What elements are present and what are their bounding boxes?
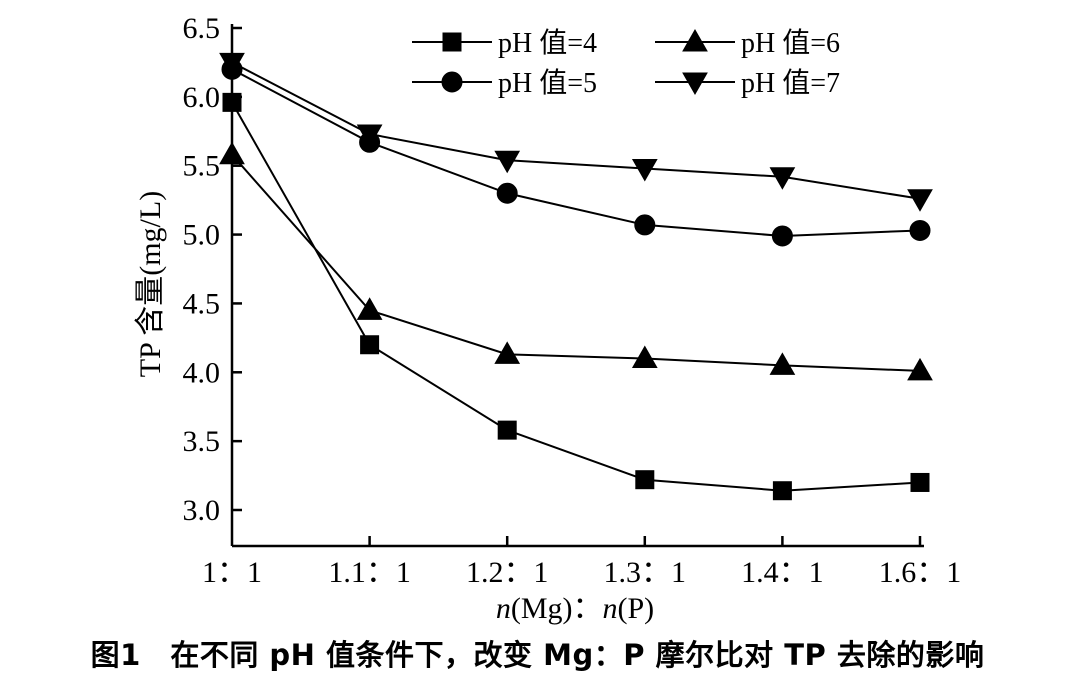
data-point — [635, 470, 655, 490]
legend-item: pH 值=7 — [655, 67, 840, 99]
data-point — [910, 472, 930, 492]
y-tick-label: 5.5 — [183, 150, 221, 183]
legend-item: pH 值=6 — [655, 27, 840, 59]
data-point — [631, 158, 658, 182]
data-point — [219, 141, 245, 165]
series-line — [231, 101, 921, 492]
data-point — [769, 352, 796, 375]
legend-item: pH 值=5 — [412, 67, 597, 99]
x-tick-label: 1.4：1 — [741, 556, 824, 589]
x-tick-label: 1.6：1 — [879, 556, 962, 589]
legend-marker — [682, 72, 708, 96]
data-point — [631, 345, 658, 369]
series-square — [222, 92, 930, 501]
data-point — [769, 167, 796, 190]
series-triangle-down — [219, 52, 933, 212]
data-point — [907, 189, 933, 212]
data-point — [356, 124, 383, 148]
series-line — [231, 68, 921, 237]
y-tick-label: 6.0 — [183, 81, 221, 114]
legend-label: pH 值=4 — [498, 27, 597, 59]
legend-marker — [442, 32, 462, 52]
data-point — [497, 420, 517, 440]
data-point — [356, 297, 383, 320]
data-point — [219, 52, 245, 76]
legend: pH 值=4 pH 值=5 pH 值=6 pH 值=7 — [412, 27, 840, 99]
legend-marker — [441, 71, 463, 93]
x-tick-label: 1.1：1 — [328, 556, 411, 589]
data-point — [907, 357, 933, 381]
y-tick-label: 3.0 — [183, 494, 221, 527]
figure-caption: 图1 在不同 pH 值条件下，改变 Mg：P 摩尔比对 TP 去除的影响 — [90, 638, 985, 672]
chart: 3.0 3.5 4.0 4.5 5.0 5.5 6.0 6.5 1：1 1.1：1 1.2：1 1.… — [134, 12, 961, 625]
x-tick-label: 1.2：1 — [466, 556, 549, 589]
legend-label: pH 值=5 — [498, 67, 597, 99]
series-layer — [219, 52, 933, 501]
y-axis-label: TP 含量(mg/L) — [134, 191, 167, 377]
legend-label: pH 值=6 — [741, 27, 840, 59]
data-point — [494, 150, 521, 174]
legend-label: pH 值=7 — [741, 67, 840, 99]
data-point — [496, 182, 518, 204]
series-triangle-up — [219, 141, 933, 381]
y-tick-label: 4.0 — [183, 356, 221, 389]
series-line — [231, 61, 921, 200]
series-line — [231, 154, 921, 372]
data-point — [771, 225, 793, 247]
data-point — [634, 214, 656, 236]
y-tick-label: 3.5 — [183, 425, 221, 458]
y-tick-label: 6.5 — [183, 12, 221, 45]
legend-marker — [682, 28, 708, 52]
x-axis-label: n(Mg)：n(P) — [496, 592, 654, 625]
legend-item: pH 值=4 — [412, 27, 597, 59]
y-tick-label: 4.5 — [183, 287, 221, 320]
x-tick-label: 1.3：1 — [604, 556, 687, 589]
data-point — [360, 335, 380, 355]
data-point — [909, 219, 931, 241]
y-tick-label: 5.0 — [183, 219, 221, 252]
x-tick-label: 1：1 — [202, 556, 262, 589]
x-axis-ticks: 1：1 1.1：1 1.2：1 1.3：1 1.4：1 1.6：1 — [202, 536, 961, 589]
data-point — [772, 481, 792, 501]
data-point — [494, 341, 521, 364]
y-axis-ticks: 3.0 3.5 4.0 4.5 5.0 5.5 6.0 6.5 — [183, 12, 242, 527]
data-point — [222, 92, 242, 112]
